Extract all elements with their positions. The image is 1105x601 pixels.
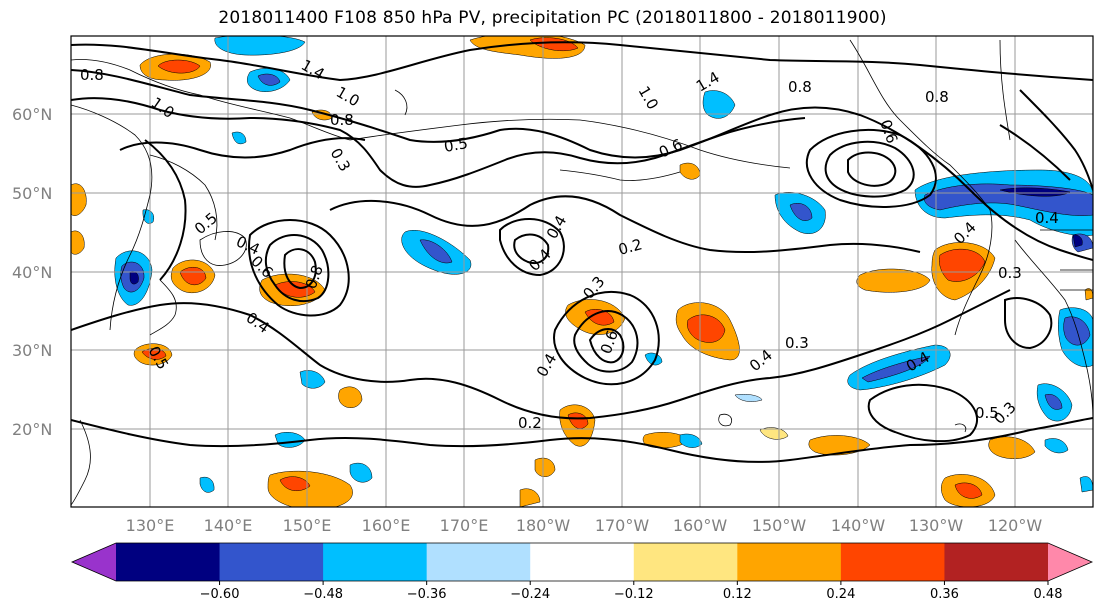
colorbar-swatch — [426, 543, 531, 581]
colorbar-swatch — [633, 543, 738, 581]
lat-label: 50°N — [12, 184, 52, 203]
lon-label: 150°W — [752, 516, 807, 535]
colorbar-tick-label: 0.12 — [723, 587, 752, 601]
contour-label: 0.2 — [616, 235, 644, 259]
colorbar-swatch — [219, 543, 324, 581]
colorbar-swatch — [530, 543, 635, 581]
map-frame — [70, 35, 1094, 508]
colorbar-tick-label: 0.36 — [930, 587, 959, 601]
colorbar-tick-label: −0.12 — [614, 587, 654, 601]
contour-label: 0.8 — [925, 88, 949, 106]
contour-label: 0.3 — [785, 334, 809, 352]
lon-label: 180°W — [516, 516, 571, 535]
lon-label: 160°E — [362, 516, 411, 535]
graticule — [71, 36, 1093, 507]
lat-label: 20°N — [12, 420, 52, 439]
lon-label: 150°E — [283, 516, 332, 535]
lon-label: 160°W — [673, 516, 728, 535]
lat-label: 30°N — [12, 341, 52, 360]
lon-label: 140°W — [831, 516, 886, 535]
contour-label: 0.3 — [998, 264, 1022, 282]
colorbar-swatch — [944, 543, 1049, 581]
lon-label: 120°W — [988, 516, 1043, 535]
colorbar-tick-label: −0.60 — [200, 587, 240, 601]
colorbar-outline — [70, 542, 1094, 582]
lat-label: 40°N — [12, 263, 52, 282]
colorbar-swatch — [840, 543, 945, 581]
latitude-labels: 60°N 50°N 40°N 30°N 20°N — [12, 105, 52, 439]
contour-label: 0.2 — [518, 414, 542, 432]
contour-label: 0.5 — [975, 404, 999, 422]
longitude-labels: 130°E 140°E 150°E 160°E 170°E 180°W 170°… — [126, 516, 1043, 535]
contour-label: 0.8 — [788, 78, 812, 96]
coastlines — [71, 39, 1093, 506]
lon-label: 170°W — [595, 516, 650, 535]
colorbar-tick-label: −0.36 — [407, 587, 447, 601]
precip-shading — [71, 36, 1093, 507]
colorbar-swatch — [116, 543, 221, 581]
contour-label: 0.8 — [330, 111, 354, 129]
contour-label: 0.8 — [80, 66, 104, 84]
colorbar-extend-max — [1048, 543, 1092, 581]
colorbar-swatch — [323, 543, 428, 581]
colorbar: −0.60 −0.48 −0.36 −0.24 −0.12 0.12 0.24 0.36 0.4… — [70, 542, 1094, 601]
pv-contours — [71, 41, 1093, 463]
colorbar-tick-label: −0.48 — [303, 587, 343, 601]
lat-label: 60°N — [12, 105, 52, 124]
colorbar-tick-label: −0.24 — [510, 587, 550, 601]
contour-label: 0.5 — [443, 134, 470, 156]
colorbar-extend-min — [72, 543, 116, 581]
contour-label: 0.4 — [1035, 209, 1059, 227]
map-title: 2018011400 F108 850 hPa PV, precipitatio… — [218, 8, 887, 28]
lon-label: 140°E — [204, 516, 253, 535]
colorbar-swatch — [737, 543, 842, 581]
colorbar-tick-label: 0.48 — [1034, 587, 1063, 601]
lon-label: 130°W — [909, 516, 964, 535]
lon-label: 170°E — [440, 516, 489, 535]
lon-label: 130°E — [126, 516, 175, 535]
colorbar-tick-label: 0.24 — [826, 587, 855, 601]
